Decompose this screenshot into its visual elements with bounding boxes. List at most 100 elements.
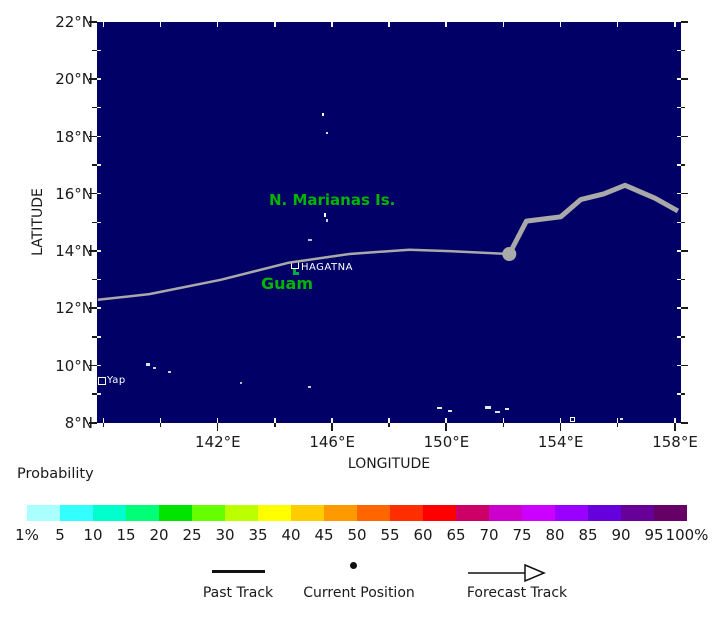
x-inside-tick-bottom xyxy=(445,418,447,423)
y-minor-tick xyxy=(92,336,97,338)
map-area: HAGATNA Yap N. Marianas Is. Guam xyxy=(97,22,681,423)
x-inside-tick-top xyxy=(445,22,447,27)
island xyxy=(308,386,311,388)
y-major-tick-right xyxy=(681,135,688,138)
y-inside-tick-left xyxy=(97,221,101,223)
x-inside-tick-top xyxy=(274,22,276,27)
y-minor-tick xyxy=(92,164,97,166)
y-tick-label: 12°N xyxy=(55,299,93,318)
city-marker xyxy=(570,417,575,422)
current-position-legend-icon xyxy=(350,562,357,569)
y-minor-tick-right xyxy=(681,221,685,223)
x-tick-label: 150°E xyxy=(423,433,470,451)
colorbar-segment xyxy=(192,505,225,521)
y-tick-label: 20°N xyxy=(55,70,93,89)
y-minor-tick-right xyxy=(681,336,685,338)
colorbar-segment xyxy=(555,505,588,521)
y-inside-tick-right xyxy=(677,106,681,109)
place-label: N. Marianas Is. xyxy=(269,191,396,209)
y-major-tick-right xyxy=(681,21,688,23)
island xyxy=(240,382,242,384)
current-position-legend-label: Current Position xyxy=(303,585,415,601)
x-inside-tick-top xyxy=(331,22,333,27)
x-inside-tick-bottom xyxy=(102,418,105,423)
x-major-tick xyxy=(216,423,219,431)
colorbar-segment xyxy=(225,505,258,521)
x-minor-tick xyxy=(274,423,276,427)
x-inside-tick-top xyxy=(216,22,219,27)
colorbar-title: Probability xyxy=(17,466,94,482)
forecast-track-legend-label: Forecast Track xyxy=(466,585,568,601)
y-major-tick xyxy=(89,250,97,252)
y-major-tick xyxy=(89,135,97,138)
colorbar-segment xyxy=(423,505,456,521)
x-major-tick xyxy=(559,423,562,431)
y-inside-tick-right xyxy=(677,336,681,338)
x-inside-tick-top xyxy=(674,22,676,27)
colorbar-tick-label: 75 xyxy=(512,526,532,544)
y-minor-tick-right xyxy=(681,393,685,395)
colorbar-tick-label: 60 xyxy=(413,526,433,544)
y-major-tick xyxy=(89,78,97,80)
y-axis-title: LATITUDE xyxy=(30,188,46,256)
past-track-legend-icon xyxy=(212,570,265,573)
island xyxy=(448,410,452,412)
colorbar-segment xyxy=(93,505,126,521)
y-major-tick xyxy=(89,307,97,309)
island xyxy=(308,239,312,241)
colorbar-tick-label: 95 xyxy=(644,526,664,544)
x-inside-tick-top xyxy=(159,22,162,27)
x-inside-tick-top xyxy=(388,22,390,27)
island xyxy=(437,407,442,409)
y-major-tick-right xyxy=(681,250,688,252)
island xyxy=(168,371,171,373)
colorbar-tick-label: 85 xyxy=(578,526,598,544)
y-inside-tick-right xyxy=(677,135,681,138)
colorbar-segment xyxy=(159,505,192,521)
city-label: Yap xyxy=(107,375,126,386)
x-inside-tick-top xyxy=(559,22,562,27)
x-tick-label: 142°E xyxy=(195,433,241,451)
colorbar-tick-label: 65 xyxy=(446,526,466,544)
x-inside-tick-bottom xyxy=(559,418,562,423)
colorbar-segment xyxy=(390,505,423,521)
colorbar-tick-label: 25 xyxy=(182,526,202,544)
y-minor-tick xyxy=(92,221,97,223)
island xyxy=(485,406,491,409)
x-minor-tick xyxy=(616,423,619,427)
island xyxy=(326,132,328,134)
y-tick-label: 18°N xyxy=(55,127,93,146)
colorbar-segment xyxy=(258,505,291,521)
y-inside-tick-left xyxy=(97,278,101,281)
x-axis-title: LONGITUDE xyxy=(347,456,431,472)
island xyxy=(324,213,326,217)
y-inside-tick-left xyxy=(97,78,101,80)
city-label: HAGATNA xyxy=(301,262,353,273)
x-minor-tick xyxy=(159,423,162,427)
y-inside-tick-left xyxy=(97,250,101,252)
y-major-tick-right xyxy=(681,307,688,309)
x-inside-tick-top xyxy=(102,22,105,27)
y-minor-tick xyxy=(92,393,97,395)
x-inside-tick-top xyxy=(502,22,505,27)
y-inside-tick-right xyxy=(677,78,681,80)
y-inside-tick-left xyxy=(97,364,101,367)
y-minor-tick-right xyxy=(681,164,685,166)
colorbar-segment xyxy=(522,505,555,521)
y-major-tick xyxy=(89,422,97,424)
y-inside-tick-left xyxy=(97,307,101,309)
colorbar-tick-label: 40 xyxy=(281,526,301,544)
y-major-tick-right xyxy=(681,364,688,367)
y-minor-tick-right xyxy=(681,278,685,281)
colorbar-tick-label: 10 xyxy=(83,526,103,544)
y-inside-tick-left xyxy=(97,192,101,195)
y-inside-tick-right xyxy=(677,278,681,281)
y-inside-tick-left xyxy=(97,49,101,52)
colorbar-segment xyxy=(126,505,159,521)
y-tick-label: 10°N xyxy=(55,356,93,375)
y-tick-label: 16°N xyxy=(55,184,93,203)
y-inside-tick-right xyxy=(677,250,681,252)
colorbar-tick-label: 70 xyxy=(479,526,499,544)
x-minor-tick xyxy=(502,423,505,427)
